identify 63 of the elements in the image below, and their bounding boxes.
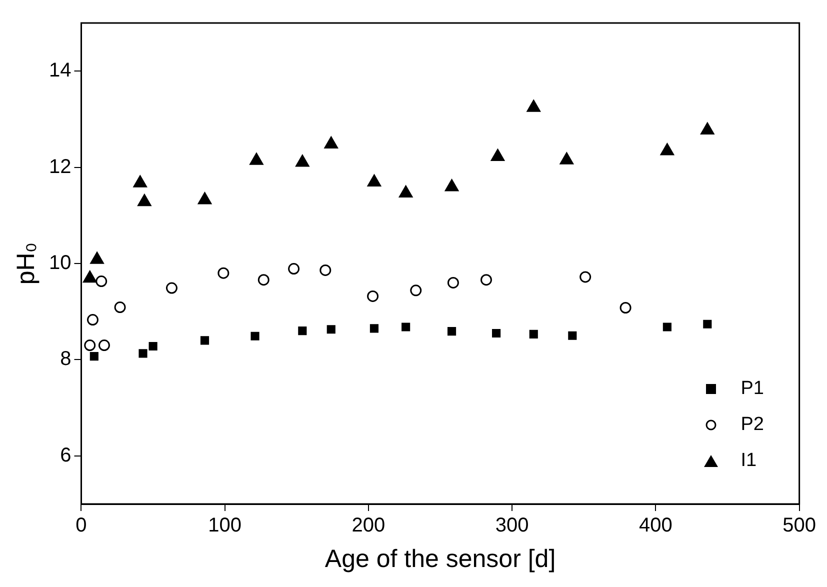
y-tick-label: 10 (48, 252, 72, 274)
point (703, 320, 712, 328)
point (580, 271, 592, 283)
point (320, 264, 332, 276)
x-tick-label: 400 (639, 514, 672, 537)
point (133, 175, 147, 188)
point (138, 349, 148, 358)
point (367, 174, 382, 186)
point (250, 332, 260, 340)
point (526, 100, 540, 112)
x-tick-label: 0 (76, 514, 87, 537)
point (326, 325, 336, 334)
x-tick-label: 100 (208, 514, 242, 537)
legend-label: P1 (740, 377, 764, 401)
point (218, 267, 230, 279)
x-axis-title: Age of the sensor [d] (324, 544, 556, 573)
point (90, 252, 104, 264)
point (444, 179, 459, 192)
legend-label: I1 (740, 449, 757, 473)
point (84, 340, 96, 352)
point (90, 352, 98, 361)
y-tick-label: 6 (60, 444, 72, 466)
legend-label: P2 (740, 413, 764, 437)
point (86, 314, 98, 326)
point (410, 284, 422, 296)
y-tick-label: 8 (60, 348, 72, 370)
y-axis-title: pH₀ (12, 242, 40, 285)
point (296, 154, 310, 167)
point (447, 276, 459, 288)
point (700, 122, 714, 135)
point (529, 330, 538, 338)
point (200, 336, 210, 345)
point (258, 274, 270, 286)
point (114, 302, 126, 314)
point (492, 328, 501, 338)
point (98, 340, 110, 352)
point (367, 290, 379, 302)
point (166, 282, 178, 294)
point (490, 148, 505, 161)
point (402, 322, 410, 332)
y-tick-label: 14 (48, 60, 72, 82)
x-tick-label: 300 (495, 514, 529, 537)
point (370, 324, 379, 333)
point (148, 342, 158, 351)
point (83, 270, 97, 283)
point (324, 136, 338, 148)
y-tick-label: 12 (48, 156, 72, 178)
point (250, 152, 264, 165)
point (447, 327, 456, 336)
x-tick-label: 500 (782, 514, 816, 537)
point (298, 326, 307, 336)
point (560, 152, 574, 164)
point (288, 263, 300, 275)
point (620, 302, 632, 314)
point (198, 192, 212, 204)
point (568, 331, 577, 340)
point (480, 274, 492, 286)
point (138, 194, 152, 206)
point (660, 143, 674, 156)
point (96, 276, 108, 288)
point (399, 186, 413, 198)
point (662, 322, 672, 332)
x-tick-label: 200 (352, 514, 386, 537)
